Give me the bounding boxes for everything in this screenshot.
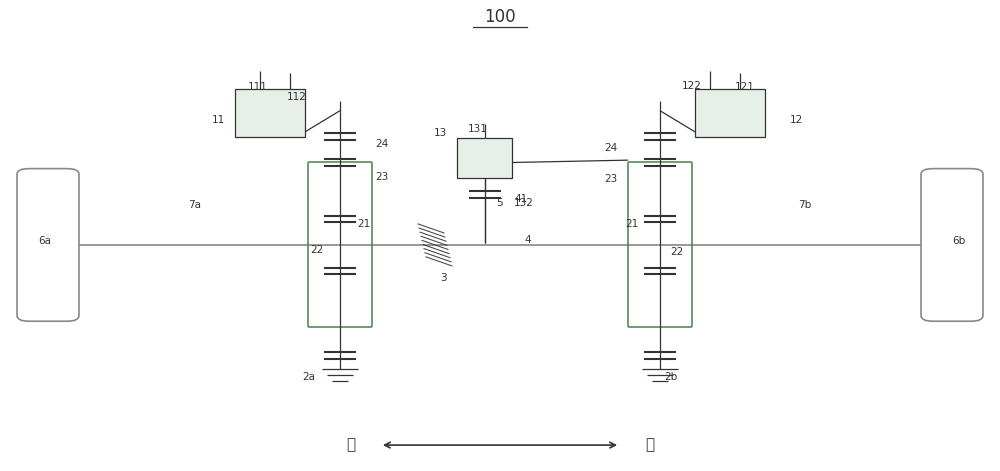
FancyBboxPatch shape bbox=[17, 169, 79, 321]
Text: 23: 23 bbox=[375, 171, 388, 182]
Text: 100: 100 bbox=[484, 8, 516, 26]
Text: 7a: 7a bbox=[188, 200, 201, 210]
Text: 22: 22 bbox=[670, 247, 683, 257]
Text: 131: 131 bbox=[468, 124, 488, 134]
Text: 7b: 7b bbox=[798, 200, 811, 210]
Text: 24: 24 bbox=[604, 143, 617, 154]
Text: 4: 4 bbox=[524, 235, 531, 245]
Text: 111: 111 bbox=[248, 82, 268, 92]
Text: 2b: 2b bbox=[664, 372, 677, 382]
Bar bbox=[457, 138, 512, 178]
Text: 21: 21 bbox=[357, 219, 370, 229]
Bar bbox=[235, 89, 305, 137]
FancyBboxPatch shape bbox=[921, 169, 983, 321]
Text: 6a: 6a bbox=[38, 236, 51, 246]
Text: 右: 右 bbox=[645, 438, 654, 453]
Text: 11: 11 bbox=[212, 115, 225, 125]
Text: 121: 121 bbox=[735, 82, 755, 92]
Text: 132: 132 bbox=[514, 198, 534, 209]
Text: 23: 23 bbox=[604, 174, 617, 184]
Text: 5: 5 bbox=[496, 198, 503, 209]
Text: 2a: 2a bbox=[302, 372, 315, 382]
Text: 3: 3 bbox=[440, 273, 447, 283]
Text: 41: 41 bbox=[514, 194, 527, 204]
Text: 13: 13 bbox=[434, 128, 447, 138]
Bar bbox=[695, 89, 765, 137]
Text: 左: 左 bbox=[346, 438, 355, 453]
Text: 24: 24 bbox=[375, 138, 388, 149]
Text: 112: 112 bbox=[287, 91, 307, 102]
Text: 21: 21 bbox=[625, 219, 638, 229]
Text: 12: 12 bbox=[790, 115, 803, 125]
Text: 6b: 6b bbox=[952, 236, 965, 246]
Text: 22: 22 bbox=[310, 244, 323, 255]
Text: 122: 122 bbox=[682, 81, 702, 91]
